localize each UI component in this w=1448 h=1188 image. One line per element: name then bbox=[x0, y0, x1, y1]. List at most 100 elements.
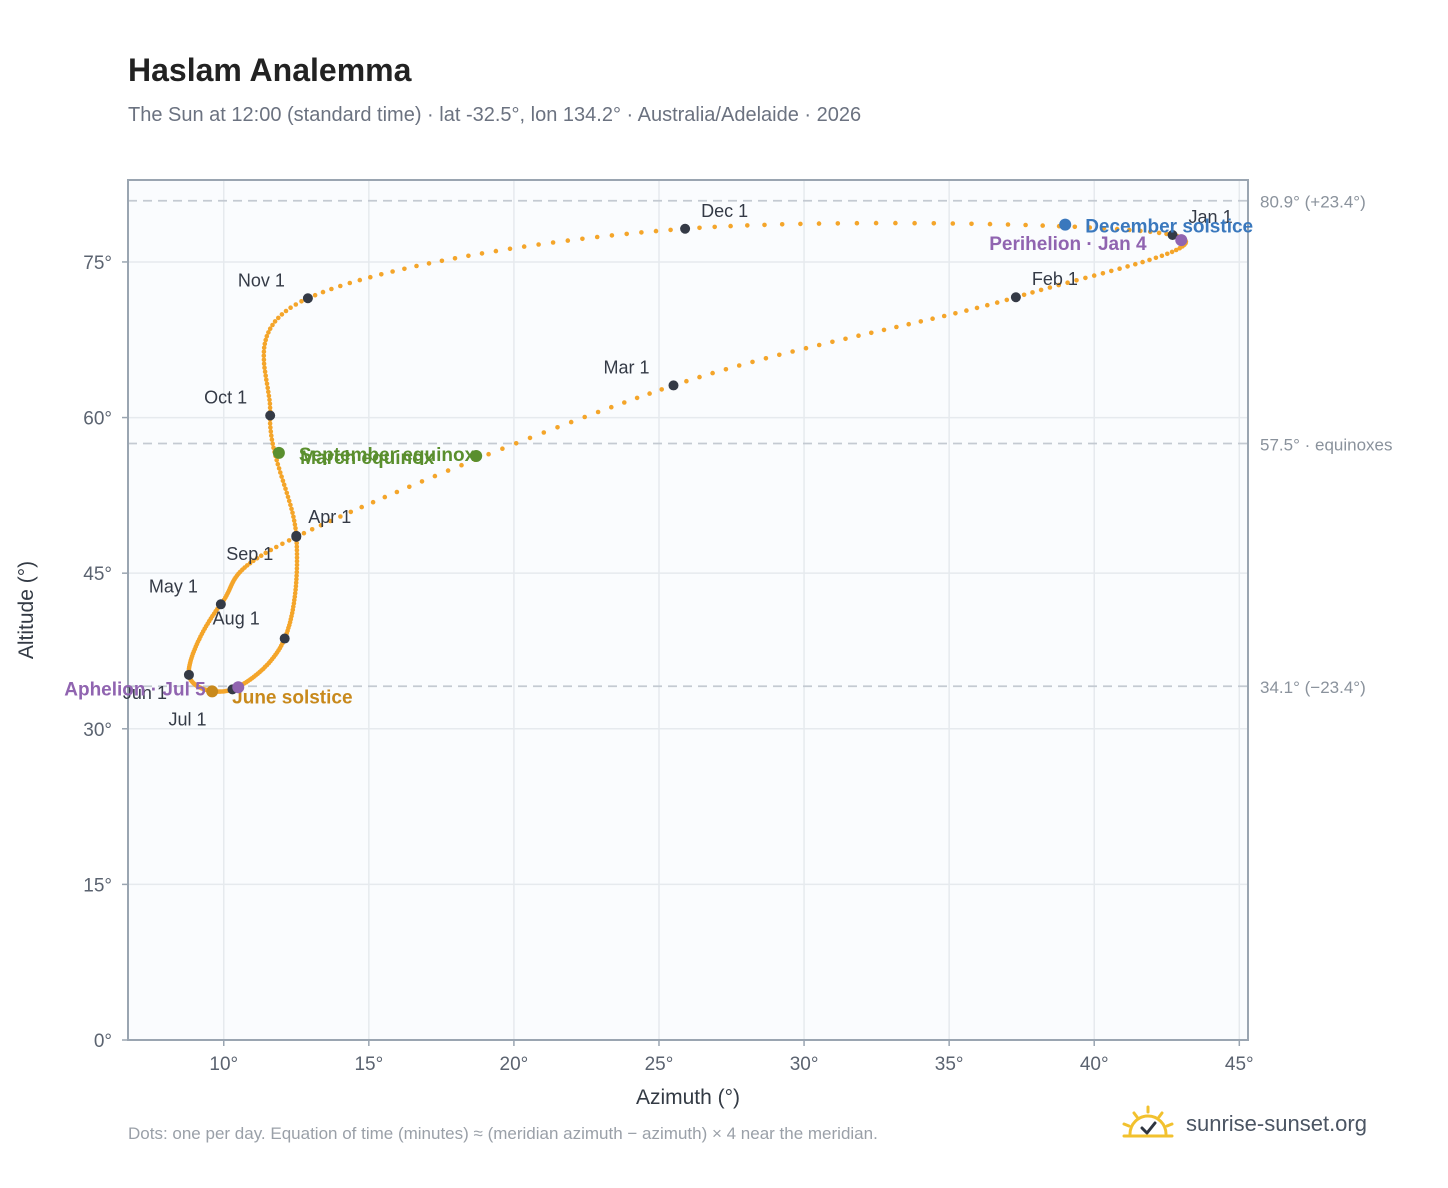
daily-dot bbox=[320, 289, 326, 295]
daily-dot bbox=[1040, 223, 1045, 228]
month-label: Jul 1 bbox=[168, 709, 206, 729]
chart-subtitle: The Sun at 12:00 (standard time) · lat -… bbox=[128, 104, 862, 126]
daily-dot bbox=[407, 484, 412, 490]
daily-dot bbox=[964, 308, 969, 313]
daily-dot bbox=[609, 404, 614, 410]
reference-line-label: 80.9° (+23.4°) bbox=[1260, 193, 1366, 212]
daily-dot bbox=[1169, 249, 1175, 255]
daily-dot bbox=[264, 377, 269, 383]
daily-dot bbox=[263, 337, 269, 343]
daily-dot bbox=[291, 514, 296, 520]
daily-dot bbox=[1030, 290, 1035, 295]
daily-dot bbox=[582, 414, 587, 420]
daily-dot bbox=[294, 558, 300, 564]
daily-dot bbox=[294, 566, 300, 571]
daily-dot bbox=[622, 400, 627, 405]
x-tick-label: 20° bbox=[500, 1054, 529, 1075]
daily-dot bbox=[594, 234, 600, 240]
y-tick-label: 60° bbox=[83, 409, 112, 430]
daily-dot bbox=[292, 594, 298, 599]
daily-dot bbox=[290, 510, 295, 516]
event-label: September equinox bbox=[299, 445, 476, 466]
daily-dot bbox=[390, 269, 395, 274]
brand-name[interactable]: sunrise-sunset.org bbox=[1186, 1111, 1367, 1136]
daily-dot bbox=[338, 514, 343, 519]
brand[interactable]: sunrise-sunset.org bbox=[1120, 1102, 1367, 1146]
daily-dot bbox=[293, 584, 299, 589]
daily-dot bbox=[1005, 222, 1011, 227]
daily-dot bbox=[329, 286, 334, 292]
month-label: Jun 1 bbox=[123, 683, 167, 703]
daily-dot bbox=[262, 369, 268, 375]
daily-dot bbox=[790, 349, 795, 354]
daily-dot bbox=[736, 363, 742, 368]
daily-dot bbox=[1023, 222, 1028, 228]
month-label: Oct 1 bbox=[204, 387, 247, 407]
daily-dot bbox=[710, 370, 715, 376]
daily-dot bbox=[728, 223, 733, 229]
daily-dot bbox=[288, 502, 293, 508]
daily-dot bbox=[285, 494, 291, 500]
month-label: Jan 1 bbox=[1189, 207, 1233, 227]
daily-dot bbox=[609, 233, 615, 238]
daily-dot bbox=[445, 468, 451, 473]
month-marker bbox=[183, 669, 194, 680]
daily-dot bbox=[712, 224, 717, 230]
daily-dot bbox=[803, 345, 809, 351]
event-label: Aphelion · Jul 5 bbox=[64, 679, 206, 700]
x-tick-label: 40° bbox=[1080, 1054, 1109, 1075]
daily-dot bbox=[278, 470, 283, 475]
daily-dot bbox=[1140, 259, 1145, 265]
daily-dot bbox=[276, 315, 281, 321]
daily-dot bbox=[261, 349, 267, 355]
daily-dot bbox=[292, 522, 298, 527]
daily-dot bbox=[294, 576, 299, 582]
month-marker bbox=[265, 410, 276, 421]
daily-dot bbox=[262, 341, 268, 347]
y-tick-label: 0° bbox=[94, 1031, 112, 1052]
daily-dot bbox=[267, 397, 272, 403]
chart-title: Haslam Analemma bbox=[128, 52, 412, 88]
daily-dot bbox=[266, 393, 272, 399]
daily-dot bbox=[894, 324, 899, 330]
daily-dot bbox=[394, 489, 400, 495]
daily-dot bbox=[261, 345, 267, 351]
daily-dot bbox=[869, 330, 874, 336]
daily-dot bbox=[274, 544, 279, 550]
daily-dot bbox=[745, 223, 750, 228]
daily-dot bbox=[555, 425, 560, 430]
y-tick-label: 75° bbox=[83, 253, 112, 274]
daily-dot bbox=[466, 253, 471, 259]
month-label: Aug 1 bbox=[213, 609, 260, 629]
daily-dot bbox=[299, 299, 304, 304]
y-tick-label: 45° bbox=[83, 564, 112, 585]
daily-dot bbox=[906, 321, 911, 327]
event-marker bbox=[232, 681, 245, 694]
daily-dot bbox=[493, 248, 499, 254]
daily-dot bbox=[294, 540, 300, 546]
daily-dot bbox=[931, 221, 937, 226]
daily-dot bbox=[536, 242, 541, 247]
reference-lines: 80.9° (+23.4°) 57.5° · equinoxes 34.1° (−2… bbox=[128, 193, 1393, 697]
daily-dot bbox=[1133, 261, 1138, 267]
daily-dot bbox=[370, 499, 376, 505]
daily-dot bbox=[265, 385, 271, 391]
plot-frame bbox=[127, 179, 1249, 1041]
daily-dot bbox=[294, 573, 299, 578]
daily-dot bbox=[1114, 226, 1120, 232]
daily-dot bbox=[357, 277, 363, 283]
daily-dot bbox=[479, 251, 485, 256]
daily-dot bbox=[854, 220, 860, 226]
x-tick-label: 25° bbox=[645, 1054, 674, 1075]
daily-dot bbox=[1091, 273, 1097, 278]
daily-dot bbox=[1087, 225, 1093, 230]
daily-dot bbox=[269, 437, 275, 442]
daily-dot bbox=[1177, 245, 1182, 251]
daily-dot bbox=[659, 387, 664, 392]
daily-dot bbox=[309, 527, 315, 532]
daily-dot bbox=[312, 292, 318, 298]
daily-dot bbox=[994, 300, 1000, 305]
daily-dot bbox=[267, 401, 273, 407]
plot-background bbox=[128, 180, 1248, 1040]
